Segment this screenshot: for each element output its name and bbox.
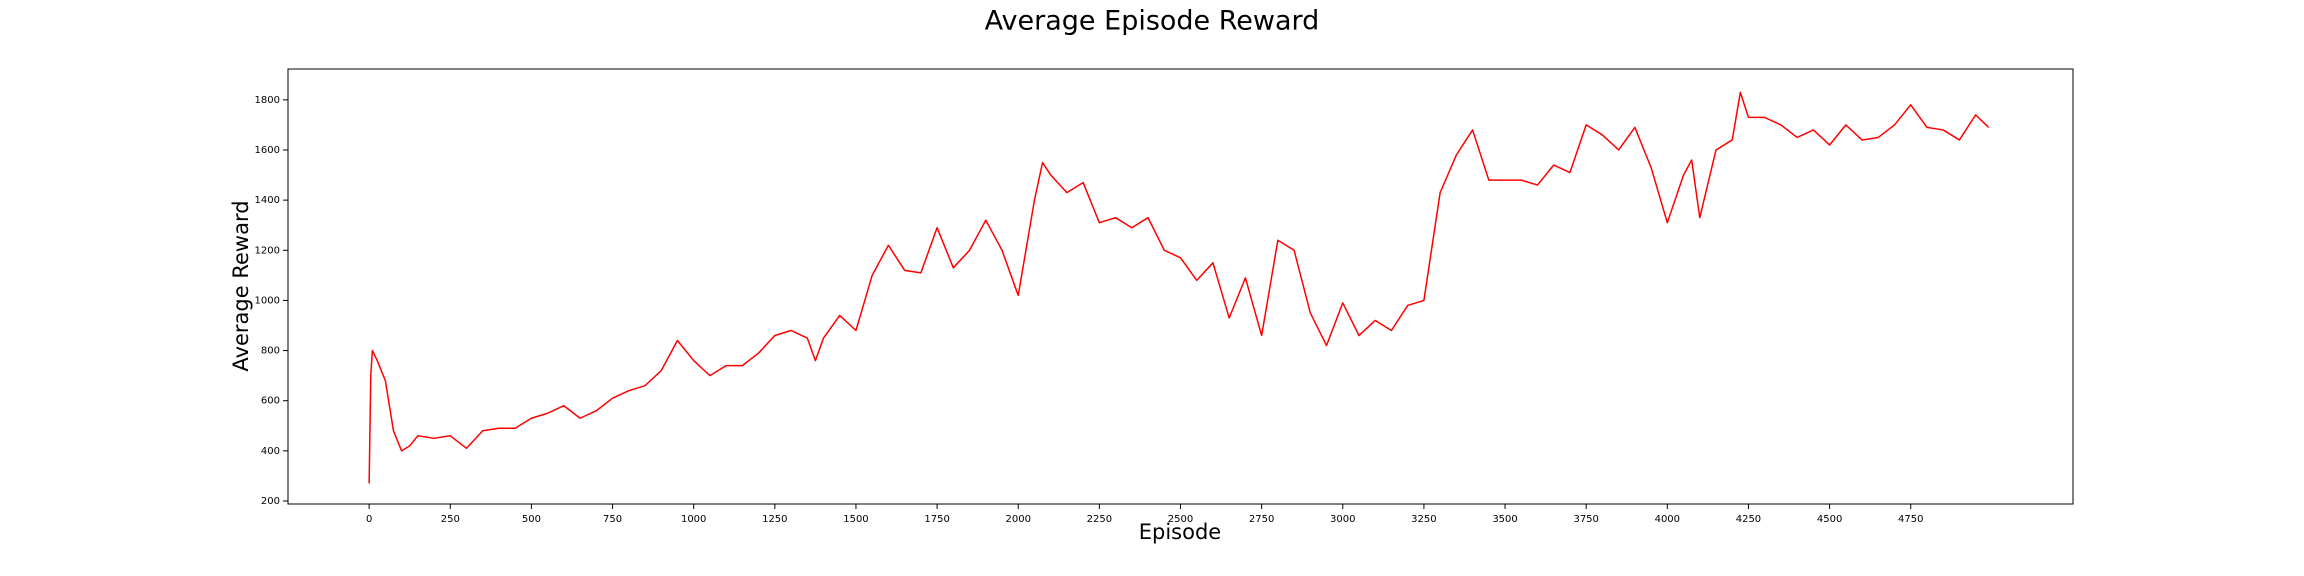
x-tick-label: 2250	[1087, 514, 1112, 525]
x-tick-label: 2000	[1006, 514, 1031, 525]
y-tick-label: 1200	[255, 245, 280, 256]
chart-title: Average Episode Reward	[985, 6, 1320, 37]
x-tick-label: 4000	[1655, 514, 1680, 525]
x-tick-label: 3000	[1330, 514, 1355, 525]
x-tick-label: 250	[441, 514, 460, 525]
x-tick-label: 3750	[1573, 514, 1598, 525]
x-tick-label: 4750	[1898, 514, 1923, 525]
x-tick-label: 3250	[1411, 514, 1436, 525]
plot-frame	[287, 68, 2074, 505]
y-tick-label: 200	[261, 496, 280, 507]
y-tick-label: 1400	[255, 195, 280, 206]
y-tick-label: 600	[261, 396, 280, 407]
x-tick-label: 1750	[924, 514, 949, 525]
y-axis-label: Average Reward	[229, 200, 253, 371]
x-axis-label: Episode	[1139, 520, 1221, 544]
x-tick-label: 3500	[1492, 514, 1517, 525]
x-tick-label: 750	[603, 514, 622, 525]
y-tick-label: 1000	[255, 295, 280, 306]
y-tick-label: 1800	[255, 95, 280, 106]
x-tick-label: 4250	[1736, 514, 1761, 525]
x-tick-label: 2500	[1168, 514, 1193, 525]
x-tick-label: 0	[366, 514, 372, 525]
x-tick-label: 2750	[1249, 514, 1274, 525]
x-tick-label: 1000	[681, 514, 706, 525]
data-line	[368, 91, 1990, 484]
y-tick-label: 400	[261, 446, 280, 457]
x-tick-label: 1500	[843, 514, 868, 525]
y-tick-label: 1600	[255, 145, 280, 156]
x-tick-label: 1250	[762, 514, 787, 525]
x-tick-label: 500	[522, 514, 541, 525]
x-tick-label: 4500	[1817, 514, 1842, 525]
y-tick-label: 800	[261, 346, 280, 357]
